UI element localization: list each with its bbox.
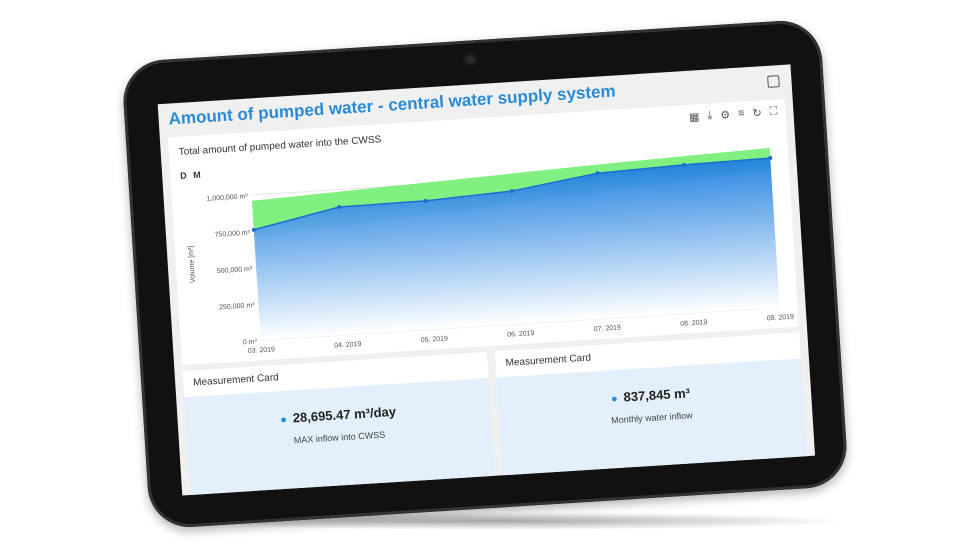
- y-axis-label: Volume [m³]: [188, 245, 197, 283]
- gear-icon[interactable]: ⚙: [719, 109, 731, 122]
- data-point: [768, 156, 773, 161]
- data-point: [595, 171, 600, 176]
- y-tick-label: 500,000 m³: [217, 266, 253, 275]
- measurement-card-monthly-inflow: Measurement Card ● 837,845 m³ Monthly wat…: [494, 332, 808, 482]
- x-tick-label: 08. 2019: [680, 319, 708, 328]
- y-tick-label: 1,000,000 m³: [206, 193, 248, 203]
- download-icon[interactable]: ⤓: [707, 109, 713, 122]
- y-tick-label: 750,000 m³: [214, 230, 250, 239]
- tablet-frame: Amount of pumped water - central water s…: [120, 18, 850, 530]
- filter-icon[interactable]: ≡: [737, 107, 745, 120]
- x-tick-label: 04. 2019: [334, 341, 362, 350]
- x-tick-label: 05. 2019: [421, 335, 449, 344]
- card-value: 28,695.47 m³/day: [292, 403, 397, 426]
- y-tick-label: 250,000 m³: [219, 302, 255, 311]
- x-tick-label: 07. 2019: [594, 325, 622, 334]
- table-icon[interactable]: ▦: [688, 111, 700, 124]
- fullscreen-icon[interactable]: ⛶: [769, 105, 778, 118]
- refresh-icon[interactable]: ↻: [752, 107, 763, 120]
- chart-toolbar: ▦ ⤓ ⚙ ≡ ↻ ⛶: [689, 105, 778, 124]
- water-drop-icon: ●: [610, 392, 619, 406]
- dashboard-screen: Amount of pumped water - central water s…: [157, 64, 816, 496]
- card-value: 837,845 m³: [623, 385, 691, 405]
- chart-card: Total amount of pumped water into the CW…: [167, 98, 799, 366]
- chart-title: Total amount of pumped water into the CW…: [178, 134, 382, 158]
- data-point: [337, 205, 342, 210]
- volume-area: [253, 158, 780, 341]
- data-point: [423, 198, 428, 203]
- measurement-card-max-inflow: Measurement Card ● 28,695.47 m³/day MAX i…: [182, 352, 496, 496]
- water-drop-icon: ●: [279, 413, 288, 427]
- data-point: [251, 227, 256, 232]
- data-point: [509, 189, 514, 194]
- pumped-water-chart: 0 m³ 250,000 m³ 500,000 m³ 750,000 m³ 1,000,…: [188, 147, 795, 355]
- y-tick-label: 0 m³: [243, 338, 258, 346]
- report-icon[interactable]: [767, 75, 780, 88]
- x-tick-label: 06. 2019: [507, 330, 535, 339]
- x-tick-label: 09. 2019: [767, 314, 795, 323]
- x-tick-label: 03. 2019: [248, 346, 276, 355]
- data-point: [681, 162, 686, 167]
- camera-icon: [463, 52, 478, 67]
